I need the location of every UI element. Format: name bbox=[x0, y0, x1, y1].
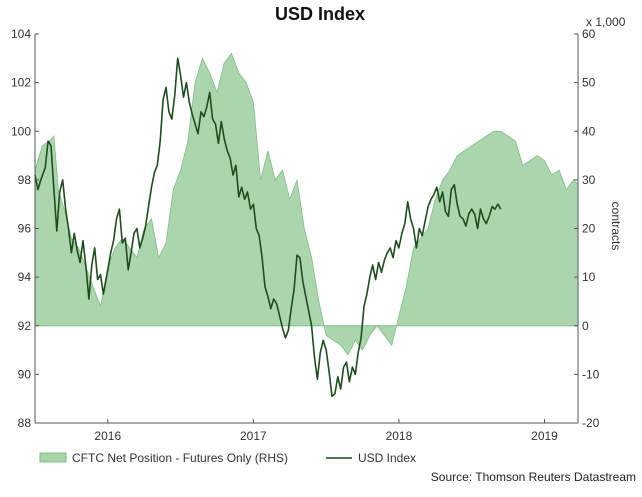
legend-label-usd: USD Index bbox=[358, 451, 416, 465]
right-tick-label: 30 bbox=[582, 173, 596, 187]
right-tick-label: -10 bbox=[582, 367, 600, 381]
left-tick-label: 88 bbox=[18, 416, 32, 430]
left-tick-label: 102 bbox=[11, 76, 31, 90]
right-tick-label: 0 bbox=[582, 319, 589, 333]
left-tick-label: 96 bbox=[18, 222, 32, 236]
right-axis-label: contracts bbox=[609, 202, 623, 251]
right-tick-label: 60 bbox=[582, 27, 596, 41]
x-tick-label: 2019 bbox=[531, 429, 558, 443]
left-tick-label: 94 bbox=[18, 270, 32, 284]
legend-label-cftc: CFTC Net Position - Futures Only (RHS) bbox=[72, 451, 288, 465]
right-tick-label: -20 bbox=[582, 416, 600, 430]
left-tick-label: 104 bbox=[11, 27, 31, 41]
x-tick-label: 2017 bbox=[240, 429, 267, 443]
source-note: Source: Thomson Reuters Datastream bbox=[431, 470, 636, 484]
usd-line-layer bbox=[34, 57, 502, 398]
left-tick-label: 98 bbox=[18, 173, 32, 187]
chart-title: USD Index bbox=[275, 4, 365, 24]
left-tick-label: 100 bbox=[11, 124, 31, 138]
usd-index-series bbox=[34, 57, 502, 398]
right-axis-unit: x 1,000 bbox=[586, 15, 626, 29]
x-tick-label: 2016 bbox=[94, 429, 121, 443]
right-tick-label: 40 bbox=[582, 124, 596, 138]
right-axis-ticks: -20 -10 0 10 20 30 40 50 60 bbox=[574, 27, 600, 430]
right-tick-label: 20 bbox=[582, 222, 596, 236]
left-axis-ticks: 88 90 92 94 96 98 100 102 104 bbox=[11, 27, 39, 430]
x-axis-ticks: 2016 2017 2018 2019 bbox=[94, 419, 558, 443]
cftc-area-series bbox=[34, 52, 579, 356]
right-tick-label: 50 bbox=[582, 76, 596, 90]
x-tick-label: 2018 bbox=[386, 429, 413, 443]
right-tick-label: 10 bbox=[582, 270, 596, 284]
cftc-area-layer bbox=[34, 52, 579, 356]
left-tick-label: 90 bbox=[18, 367, 32, 381]
legend: CFTC Net Position - Futures Only (RHS) U… bbox=[39, 451, 416, 465]
left-tick-label: 92 bbox=[18, 319, 32, 333]
legend-swatch-cftc bbox=[39, 452, 67, 463]
